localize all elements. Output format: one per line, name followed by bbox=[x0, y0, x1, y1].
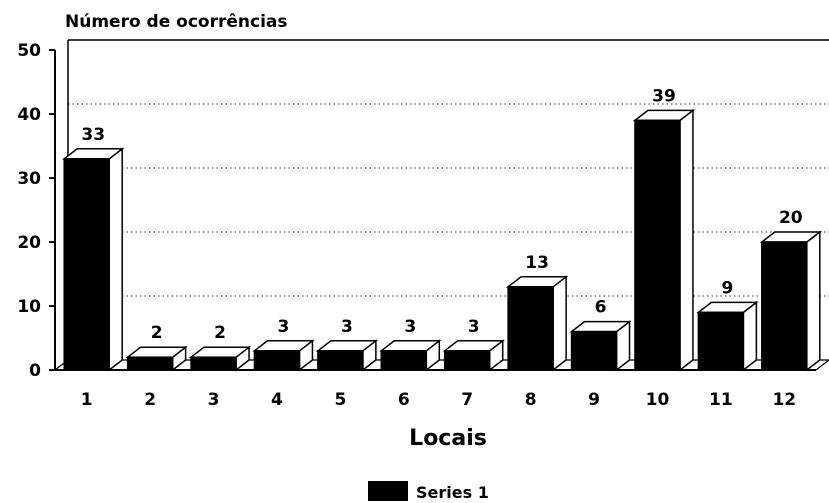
bar-side bbox=[679, 108, 694, 372]
data-label: 3 bbox=[341, 317, 353, 337]
data-label: 33 bbox=[81, 125, 105, 145]
y-tick-label: 30 bbox=[17, 169, 41, 189]
bar-front bbox=[761, 241, 808, 371]
data-label: 3 bbox=[404, 317, 416, 337]
x-axis-label: Locais bbox=[409, 426, 487, 451]
legend-label: Series 1 bbox=[416, 483, 489, 502]
bar-front bbox=[253, 350, 301, 371]
bar bbox=[125, 345, 188, 372]
data-label: 20 bbox=[779, 208, 803, 228]
data-label: 3 bbox=[278, 317, 290, 337]
x-tick-label: 2 bbox=[144, 390, 156, 410]
bar bbox=[632, 108, 696, 372]
bar bbox=[569, 320, 632, 372]
bar bbox=[442, 339, 505, 372]
y-tick-label: 20 bbox=[17, 233, 41, 253]
x-tick-label: 6 bbox=[398, 390, 410, 410]
x-tick-label: 8 bbox=[525, 390, 537, 410]
y-tick-label: 0 bbox=[29, 361, 41, 381]
bar-front bbox=[570, 330, 618, 371]
bar-front bbox=[126, 356, 174, 371]
bar bbox=[505, 275, 569, 372]
bar bbox=[759, 230, 822, 372]
x-tick-label: 12 bbox=[772, 390, 796, 410]
bar-front bbox=[190, 356, 237, 371]
data-label: 39 bbox=[652, 86, 676, 106]
data-label: 6 bbox=[595, 298, 607, 318]
legend: Series 1 bbox=[368, 481, 489, 502]
bar-front bbox=[443, 350, 491, 371]
data-label: 2 bbox=[214, 323, 226, 343]
x-tick-label: 4 bbox=[271, 390, 283, 410]
bar-front bbox=[507, 286, 554, 371]
y-tick-label: 10 bbox=[17, 297, 41, 317]
x-tick-label: 9 bbox=[588, 390, 600, 410]
bar bbox=[252, 339, 315, 372]
bar-side bbox=[108, 147, 123, 372]
data-label: 13 bbox=[525, 253, 549, 273]
data-label: 3 bbox=[468, 317, 480, 337]
x-tick-label: 5 bbox=[334, 390, 346, 410]
bar-side bbox=[806, 230, 821, 372]
x-tick-label: 10 bbox=[646, 390, 670, 410]
x-tick-label: 1 bbox=[81, 390, 93, 410]
bars bbox=[62, 108, 822, 372]
bar-front bbox=[380, 350, 428, 371]
bar-side bbox=[742, 300, 758, 372]
bar bbox=[188, 345, 252, 372]
x-tick-label: 7 bbox=[461, 390, 473, 410]
data-label: 9 bbox=[721, 278, 733, 298]
bar-front bbox=[697, 311, 745, 371]
bar-side bbox=[552, 275, 567, 372]
y-tick-label: 50 bbox=[17, 41, 41, 61]
floor-right-edge bbox=[815, 359, 829, 371]
bar bbox=[315, 339, 379, 372]
chart-title: Número de ocorrências bbox=[65, 12, 288, 32]
bar-front bbox=[634, 119, 681, 371]
y-tick-label: 40 bbox=[17, 105, 41, 125]
grid-lines bbox=[68, 39, 829, 297]
x-tick-label: 3 bbox=[208, 390, 220, 410]
bar bbox=[379, 339, 442, 372]
bar-front bbox=[63, 158, 110, 371]
bar bbox=[62, 147, 125, 372]
data-label: 2 bbox=[151, 323, 163, 343]
legend-swatch bbox=[368, 481, 408, 501]
bar bbox=[696, 300, 759, 372]
bar-front bbox=[317, 350, 364, 371]
x-tick-label: 11 bbox=[709, 390, 733, 410]
